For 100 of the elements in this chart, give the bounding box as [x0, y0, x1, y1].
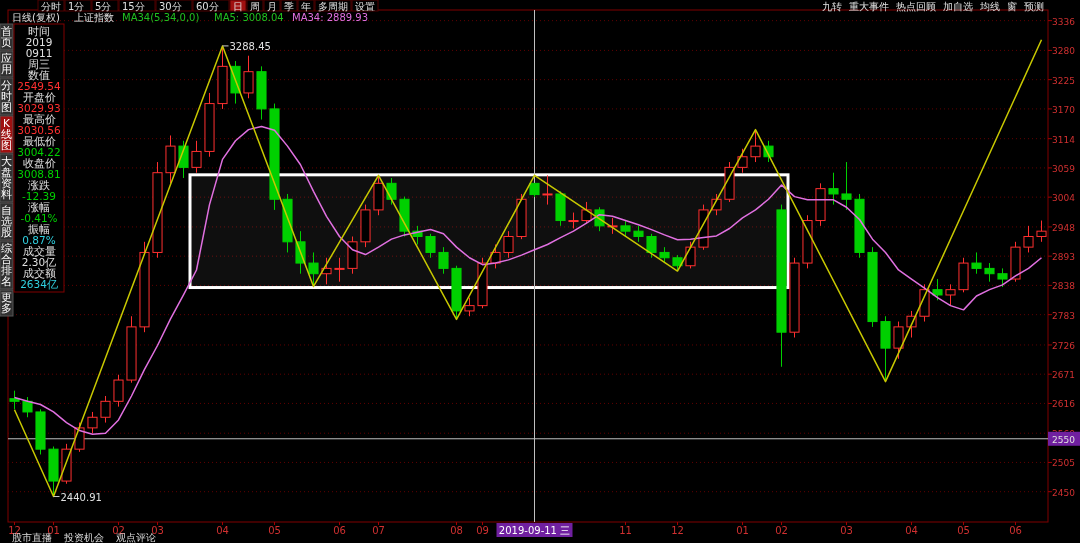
text: MA34: 2889.93 — [292, 12, 369, 23]
annotation: 30分 — [159, 0, 182, 12]
annotation: 3288.45 — [229, 40, 271, 52]
y-tick-label: 2838 — [1052, 281, 1076, 292]
annotation: -12.39 — [22, 190, 56, 202]
y-tick-label: 3170 — [1052, 104, 1076, 115]
annotation: 重大事件 — [849, 0, 889, 12]
candlestick — [984, 262, 995, 283]
annotation: 日 — [233, 0, 243, 12]
annotation: 自选股 — [1, 204, 12, 238]
annotation: 周 — [250, 0, 260, 12]
candlestick — [438, 246, 449, 275]
candlestick — [737, 148, 748, 174]
x-tick-label: 04 — [216, 525, 229, 536]
candlestick — [386, 177, 397, 206]
candlestick — [9, 390, 20, 410]
annotation: 2.30亿 — [21, 256, 57, 268]
annotation: K线图 — [1, 117, 12, 151]
y-tick-label: 2505 — [1052, 458, 1075, 469]
annotation: 窗 — [1007, 0, 1017, 12]
annotation: 2440.91 — [60, 491, 102, 503]
annotation: 周三 — [28, 58, 50, 70]
annotation: 振幅 — [28, 223, 50, 235]
annotation: 年 — [301, 0, 311, 12]
annotation: 3029.93 — [17, 102, 61, 114]
y-tick-label: 3336 — [1052, 16, 1076, 27]
annotation: 2634亿 — [20, 278, 58, 290]
candlestick — [22, 396, 33, 418]
candlestick — [828, 172, 839, 206]
y-tick-label: 2948 — [1052, 222, 1076, 233]
y-tick-label: 2450 — [1052, 487, 1076, 498]
x-tick-label: 2019-09-11 三 — [498, 525, 571, 536]
x-tick-label: 11 — [619, 525, 632, 536]
annotation: MA34(5,34,0,0) — [122, 12, 200, 23]
annotation: 开盘价 — [22, 91, 56, 103]
x-tick-label: 09 — [476, 525, 489, 536]
annotation: 分时图 — [1, 79, 12, 113]
candlestick — [646, 233, 657, 259]
candlestick — [425, 233, 436, 259]
x-tick-label: 06 — [333, 525, 346, 536]
x-tick-label: 06 — [1009, 525, 1022, 536]
x-tick-label: 01 — [736, 525, 749, 536]
candlestick — [243, 55, 254, 99]
annotation: 2549.54 — [17, 80, 62, 92]
candlestick — [100, 395, 111, 424]
y-tick-label: 3004 — [1052, 193, 1076, 204]
annotation: 成交量 — [22, 245, 56, 257]
annotation: 多周期 — [318, 0, 348, 12]
annotation: 收盘价 — [22, 157, 56, 169]
candlestick — [893, 321, 904, 360]
annotation: 设置 — [355, 0, 375, 12]
candlestick — [841, 161, 852, 211]
candlestick — [971, 251, 982, 275]
candlestick — [932, 278, 943, 301]
x-tick-label: 07 — [372, 525, 385, 536]
annotation: 加自选 — [943, 0, 973, 12]
candlestick — [1023, 225, 1034, 253]
annotation: 首页 — [1, 25, 12, 48]
x-tick-label: 05 — [957, 525, 970, 536]
candlestick — [87, 411, 98, 434]
annotation: 涨跌 — [28, 179, 50, 191]
x-tick-label: 08 — [450, 525, 463, 536]
y-tick-label: 2893 — [1052, 252, 1075, 263]
annotation: 最高价 — [22, 113, 56, 125]
annotation: 3008.81 — [17, 168, 61, 180]
y-tick-label: 2726 — [1052, 340, 1076, 351]
annotation: 季 — [284, 0, 294, 12]
candlestick — [542, 174, 553, 206]
candlestick — [464, 297, 475, 317]
candlestick — [945, 283, 956, 307]
y-tick-label: 3114 — [1052, 134, 1076, 145]
candlestick — [581, 201, 592, 224]
text: 股市直播 — [12, 532, 52, 543]
annotation: 应用 — [1, 52, 12, 75]
x-tick-label: 03 — [840, 525, 853, 536]
annotation: 3004.22 — [17, 146, 61, 158]
annotation: 3030.56 — [17, 124, 62, 136]
annotation: 均线 — [979, 0, 1000, 12]
annotation: 数值 — [28, 69, 50, 81]
text: 投资机会 — [63, 532, 104, 543]
annotation: 九转 — [822, 0, 842, 12]
y-tick-label: 2616 — [1052, 399, 1076, 410]
annotation: 大盘资料 — [1, 155, 12, 200]
annotation: 1分 — [68, 0, 85, 12]
annotation: 0911 — [25, 47, 53, 59]
y-tick-label: 2783 — [1052, 310, 1075, 321]
annotation: 分时 — [41, 0, 61, 12]
annotation: 预测 — [1024, 0, 1044, 12]
annotation: 涨幅 — [28, 201, 50, 213]
candlestick — [191, 140, 202, 174]
annotation: 15分 — [122, 0, 145, 12]
annotation: 成交额 — [22, 267, 56, 279]
x-tick-label: 05 — [268, 525, 281, 536]
candlestick — [113, 374, 124, 408]
annotation: 60分 — [196, 0, 219, 12]
candlestick — [308, 251, 319, 287]
y-tick-label: 3280 — [1052, 46, 1076, 57]
candlestick — [503, 230, 514, 259]
annotation: 更多 — [1, 291, 12, 314]
annotation: 5分 — [95, 0, 112, 12]
